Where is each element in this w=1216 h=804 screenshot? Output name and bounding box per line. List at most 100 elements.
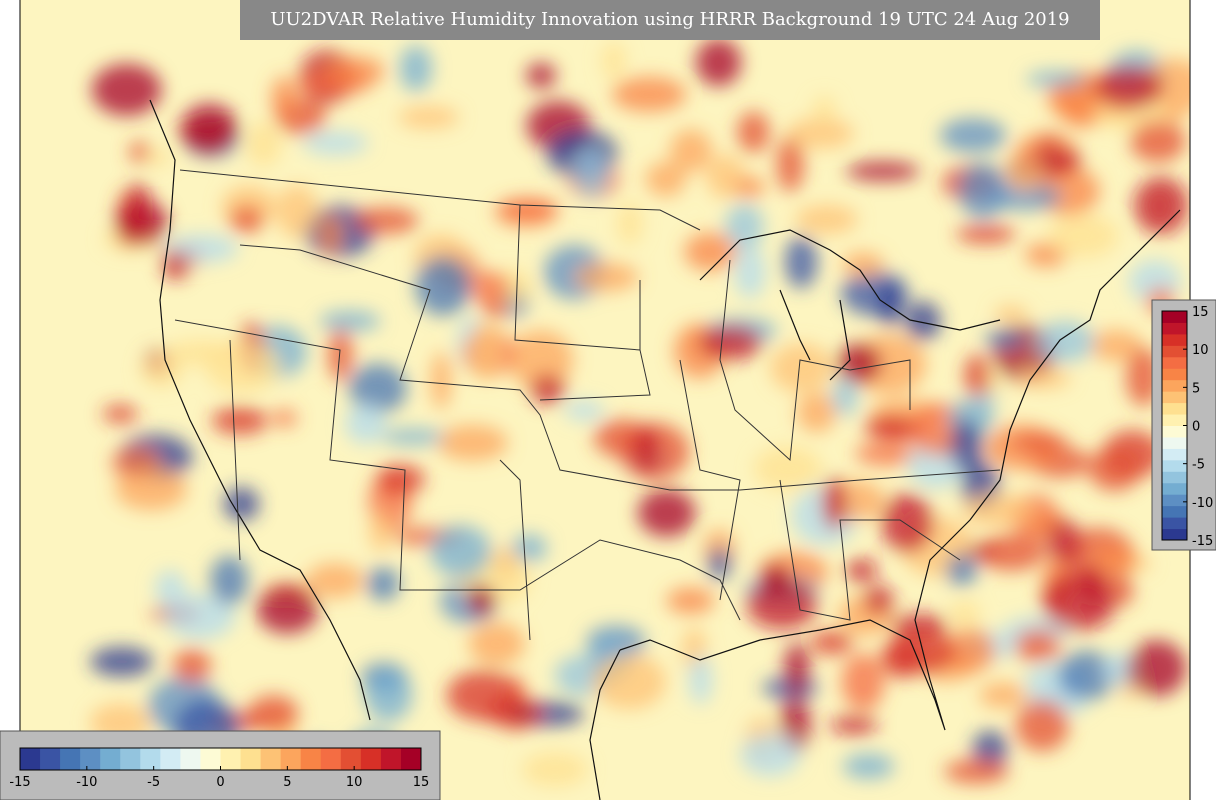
colorbars: -15 -15 -10 -10 -5 -5 0 0 5 5 10 10 15 15 <box>9 305 1213 790</box>
field-blob <box>210 555 249 606</box>
field-blob <box>770 343 833 393</box>
field-blob <box>810 630 853 655</box>
field-blob <box>398 106 460 129</box>
field-blob <box>670 129 713 173</box>
east-coast <box>619 209 1181 731</box>
field-blob <box>637 488 696 537</box>
colorbar-swatch <box>40 748 61 770</box>
colorbar-tick-label: -5 <box>147 775 160 790</box>
colorbar-swatch <box>20 748 41 770</box>
colorbar-tick-label: 10 <box>346 775 363 790</box>
field-blob <box>276 185 319 238</box>
colorbar-swatch <box>1162 345 1187 358</box>
field-blob <box>140 352 183 388</box>
field-blob <box>437 424 508 461</box>
colorbar-swatch <box>1162 414 1187 426</box>
field-blob <box>944 759 1009 784</box>
field-blob <box>740 733 801 777</box>
field-blob <box>645 161 686 197</box>
colorbar-tick-label: -10 <box>1192 496 1213 511</box>
field-blob <box>1015 368 1071 389</box>
field-blob <box>760 564 790 596</box>
field-blob <box>469 271 510 304</box>
west-coast <box>149 99 371 721</box>
colorbar-swatch <box>260 748 282 770</box>
colorbar-swatch <box>120 748 141 770</box>
field-blob <box>1127 640 1187 696</box>
field-blob <box>498 198 559 219</box>
field-blob <box>205 340 281 394</box>
field-blob <box>994 305 1028 324</box>
field-blob <box>530 374 566 405</box>
field-blob <box>1092 543 1138 572</box>
colorbar-swatch <box>1162 311 1187 323</box>
colorbar-swatch <box>400 748 422 770</box>
field-blob <box>1048 214 1119 258</box>
field-blob <box>699 325 762 361</box>
field-blob <box>353 207 419 234</box>
field-blob <box>1130 119 1186 163</box>
gulf-coast <box>589 649 621 800</box>
field-blob <box>1014 629 1061 663</box>
field-blob <box>1095 66 1163 110</box>
colorbar-swatch <box>200 748 221 770</box>
field-blob <box>302 131 369 156</box>
field-blob <box>846 558 878 583</box>
field-blob <box>724 203 764 250</box>
field-blob <box>256 585 319 634</box>
field-blob <box>348 363 407 414</box>
colorbar-tick-label: -10 <box>76 775 97 790</box>
field-blob <box>90 646 154 677</box>
field-blob <box>245 121 282 167</box>
field-blob <box>380 428 446 446</box>
field-blob <box>573 149 610 198</box>
field-blob <box>318 213 342 255</box>
colorbar-tick-label: 10 <box>1192 343 1209 358</box>
field-blob <box>863 414 917 439</box>
field-blob <box>1133 177 1189 235</box>
colorbar-swatch <box>1162 402 1187 415</box>
field-blob <box>939 118 1006 153</box>
field-blob <box>592 653 666 710</box>
field-blob <box>708 546 732 581</box>
field-blob <box>786 118 854 149</box>
field-blob <box>842 753 895 780</box>
field-blob <box>983 329 1025 347</box>
field-blob <box>115 468 188 511</box>
colorbar-swatch <box>360 748 382 770</box>
field-blob <box>962 494 1036 527</box>
colorbar-tick-label: 0 <box>216 775 224 790</box>
field-blob <box>126 182 152 238</box>
field-blob <box>162 252 189 280</box>
field-blob <box>666 587 715 615</box>
field <box>89 38 1190 787</box>
field-blob <box>841 653 885 711</box>
colorbar-swatch <box>1162 356 1187 369</box>
field-blob <box>602 41 626 81</box>
field-blob <box>784 235 818 289</box>
colorbar-swatch <box>300 748 322 770</box>
colorbar-swatch <box>140 748 161 770</box>
field-blob <box>737 111 770 153</box>
field-blob <box>734 246 766 299</box>
field-blob <box>180 103 238 156</box>
field-blob <box>1015 699 1069 752</box>
field-blob <box>229 206 264 233</box>
field-blob <box>795 204 858 235</box>
field-blob <box>1057 650 1116 700</box>
field-blob <box>508 330 574 390</box>
colorbar-swatch <box>1162 494 1187 507</box>
field-blob <box>564 400 605 421</box>
map-title: UU2DVAR Relative Humidity Innovation usi… <box>270 9 1069 30</box>
colorbar-swatch <box>1162 448 1187 461</box>
field-blob <box>248 695 299 732</box>
field-blob <box>836 343 882 384</box>
colorbar-swatch <box>280 748 302 770</box>
field-blob <box>173 648 211 683</box>
field-blob <box>376 464 425 495</box>
field-blob <box>211 407 269 435</box>
field-blob <box>366 567 400 601</box>
colorbar-swatch <box>240 748 262 770</box>
colorbar-swatch <box>1162 333 1187 346</box>
